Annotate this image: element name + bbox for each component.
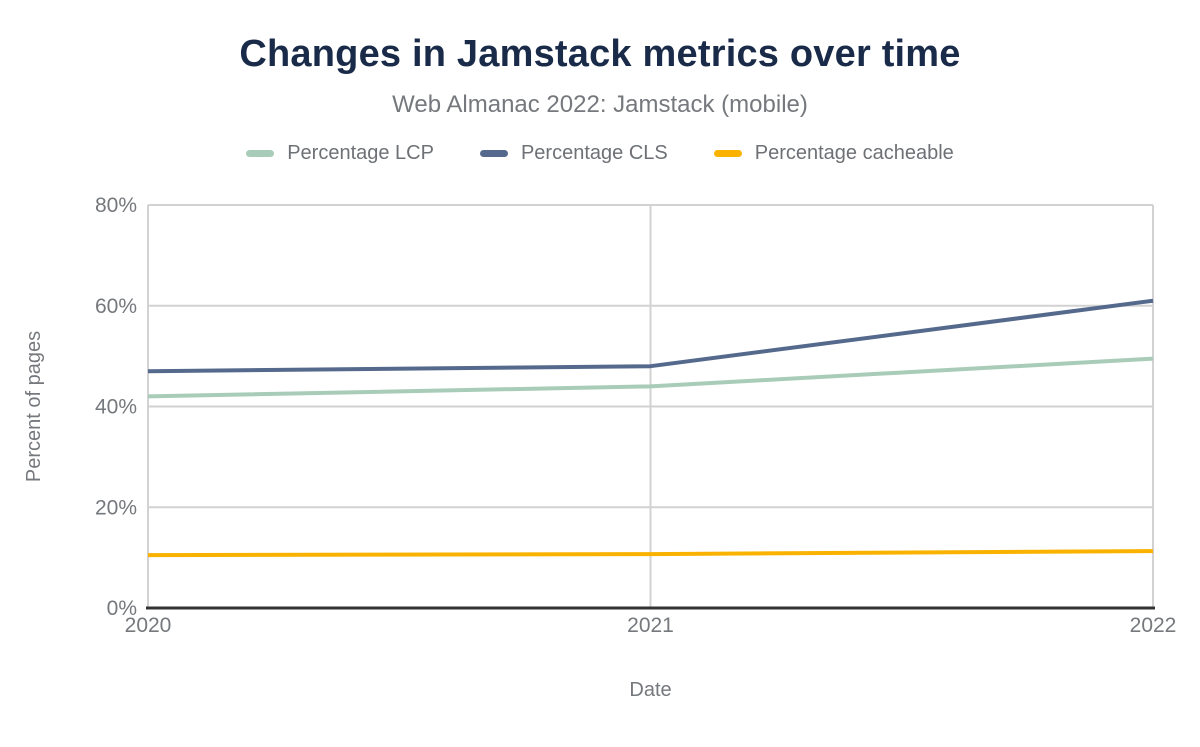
legend-swatch-cls (479, 150, 508, 157)
x-tick-label: 2021 (627, 614, 674, 637)
legend-label-cacheable: Percentage cacheable (754, 142, 954, 164)
x-tick-label: 2022 (1130, 614, 1177, 637)
chart-plot-area: 0% 20% 40% 60% 80% 2020 2021 2022 Percent of pag… (23, 194, 1177, 701)
legend-swatch-cacheable (713, 150, 742, 157)
legend-label-lcp: Percentage LCP (287, 142, 434, 164)
line-chart: 0% 20% 40% 60% 80% 2020 2021 2022 Percent of pag… (0, 180, 1200, 742)
y-axis-title: Percent of pages (23, 331, 45, 482)
legend-item-percentage-cacheable: Percentage cacheable (713, 142, 954, 165)
legend-item-percentage-cls: Percentage CLS (479, 142, 668, 165)
series-line-percentage-lcp (147, 356, 1154, 399)
legend-item-percentage-lcp: Percentage LCP (246, 142, 434, 165)
y-tick-label: 40% (95, 396, 137, 419)
series-line-percentage-cacheable (147, 549, 1154, 558)
legend-label-cls: Percentage CLS (520, 142, 668, 164)
y-tick-label: 0% (107, 597, 137, 620)
x-axis-title: Date (629, 679, 671, 701)
y-tick-label: 60% (95, 295, 137, 318)
legend-swatch-lcp (246, 150, 275, 157)
x-tick-label: 2020 (125, 614, 172, 637)
legend: Percentage LCP Percentage CLS Percentage… (0, 142, 1200, 165)
chart-title: Changes in Jamstack metrics over time (239, 33, 961, 75)
series-line-percentage-cls (147, 298, 1154, 374)
y-tick-label: 20% (95, 496, 137, 519)
chart-subtitle: Web Almanac 2022: Jamstack (mobile) (392, 91, 808, 118)
y-tick-label: 80% (95, 194, 137, 217)
